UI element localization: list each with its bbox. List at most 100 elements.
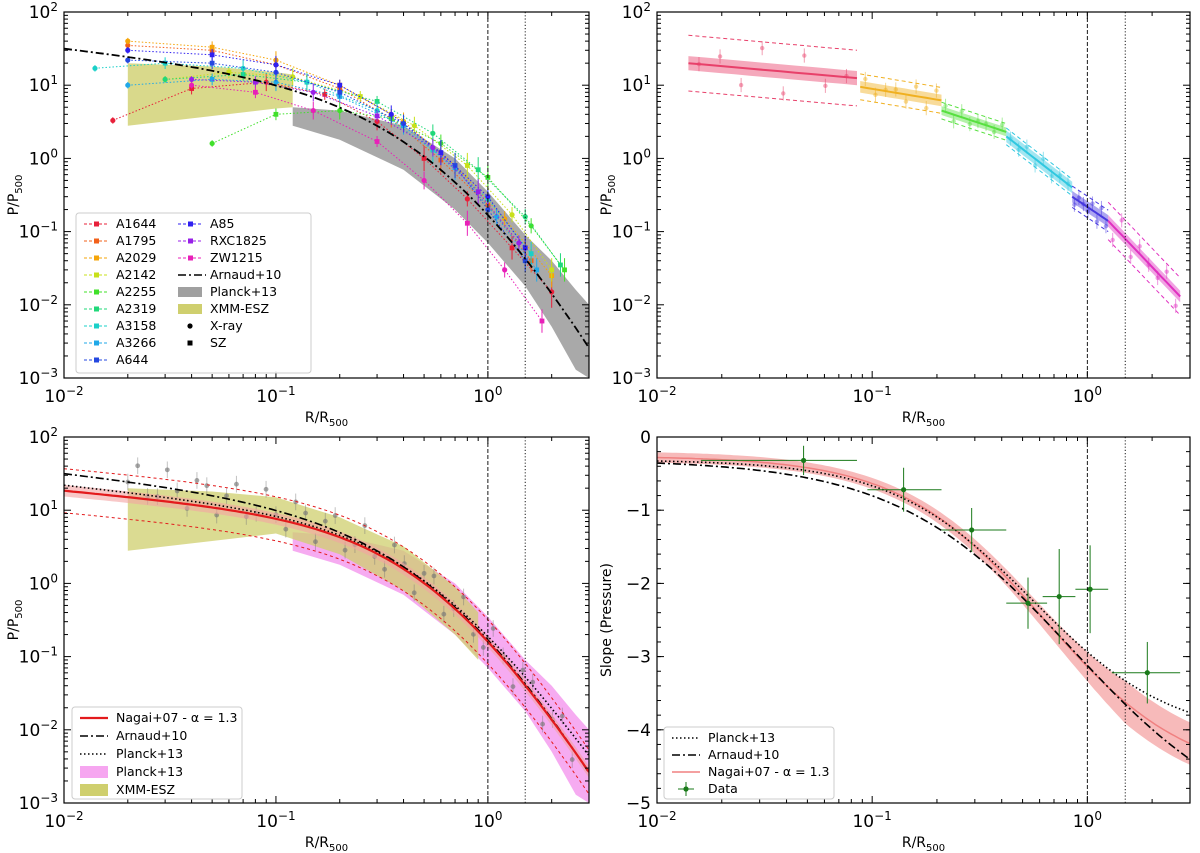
tick-base: 10 [637,387,659,407]
data-point [374,99,380,104]
y-tick-label: 101 [29,498,58,521]
segment-dispersion [1071,206,1109,233]
segment-median [1005,135,1073,189]
data-point [883,87,888,93]
legend-label: A644 [116,352,148,367]
data-point [522,258,528,264]
segment-4 [1005,127,1073,197]
data-point [967,121,973,127]
data-point [893,87,898,92]
data-point [1057,173,1062,178]
y-tick-label: 102 [29,0,58,23]
data-point [337,107,343,114]
series-line [127,40,553,277]
label-main: P/P [6,619,22,641]
tick-base: 10 [473,387,495,407]
y-tick-label: 0 [640,428,651,448]
legend-label: A2319 [116,301,156,316]
data-point [392,542,397,548]
tick-exponent: 1 [50,498,58,512]
data-point [431,573,437,579]
data-point [516,240,522,246]
legend-patch [80,784,108,796]
data-point [310,107,316,114]
tick-exponent: −2 [659,809,677,823]
tick-exponent: 2 [50,0,58,14]
plot-area [688,34,1181,316]
y-tick-label: 100 [622,146,651,169]
tick-exponent: −1 [278,384,296,398]
data-point [164,467,170,473]
tick-exponent: −2 [40,718,58,732]
plot-frame [656,11,1191,379]
data-point [411,123,417,129]
data-point [1173,303,1178,309]
data-point [1146,262,1151,267]
legend-label: A2029 [116,250,156,265]
tick-exponent: −1 [40,645,58,659]
data-point [1065,181,1071,186]
data-point [863,76,868,82]
segment-dispersion [1107,201,1181,279]
tick-exponent: 1 [643,73,651,87]
tick-exponent: −2 [66,809,84,823]
legend-label: A85 [210,216,234,231]
tick-base: 10 [19,794,41,814]
tick-exponent: −1 [633,220,651,234]
x-tick-label: 100 [1073,809,1102,832]
legend-label: Planck+13 [210,284,277,299]
segment-dispersion [1071,185,1109,211]
model-curve [64,489,589,773]
tick-exponent: −3 [40,366,58,380]
segment-dispersion [688,90,858,107]
y-tick-label: 10−2 [19,293,58,316]
x-tick-label: 10−2 [44,384,83,407]
y-tick-label: 10−2 [612,293,651,316]
data-point [382,566,387,572]
data-point [559,713,565,719]
segment-dispersion [941,101,1007,125]
legend-marker [94,357,99,363]
legend-label: Arnaud+10 [708,747,779,762]
x-tick-label: 10−1 [256,384,295,407]
tick-base: 10 [29,76,51,96]
data-point [421,570,427,576]
tick-base: 10 [852,812,874,832]
plot-area [657,445,1190,765]
segment-dispersion [1005,127,1073,180]
data-point [502,267,508,273]
data-point [125,47,131,53]
tick-base: 10 [19,648,41,668]
legend-label: Data [708,781,738,796]
data-point [313,539,318,545]
tick-base: 10 [19,223,41,243]
tick-base: 10 [29,501,51,521]
legend-label: ZW1215 [210,250,263,265]
tick-exponent: −2 [633,293,651,307]
data-point [1103,223,1109,229]
data-point [1000,122,1005,127]
legend-marker [188,221,193,227]
data-point [1056,593,1062,600]
y-tick-label: 10−3 [19,791,58,814]
data-point [485,206,491,213]
legend-marker [683,786,689,792]
data-point [194,478,200,483]
data-point [374,139,380,144]
data-point [135,463,141,469]
data-point [951,119,956,124]
data-point [781,91,786,96]
plot-frame [656,436,1191,804]
segment-dispersion [941,118,1007,141]
tick-base: 10 [612,369,634,389]
xmm-esz-band [127,63,293,126]
data-point [310,89,316,95]
data-point [1090,201,1095,206]
data-point [464,196,470,202]
x-tick-label: 10−2 [637,809,676,832]
data-point [991,129,997,135]
x-axis-label: R/R500 [305,410,348,429]
data-point [253,79,258,85]
tick-base: 10 [1073,387,1095,407]
data-point [253,89,258,95]
